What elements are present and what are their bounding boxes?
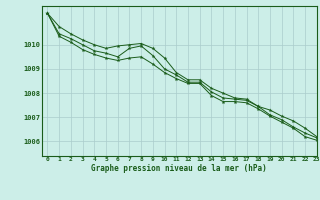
X-axis label: Graphe pression niveau de la mer (hPa): Graphe pression niveau de la mer (hPa) [91,164,267,173]
